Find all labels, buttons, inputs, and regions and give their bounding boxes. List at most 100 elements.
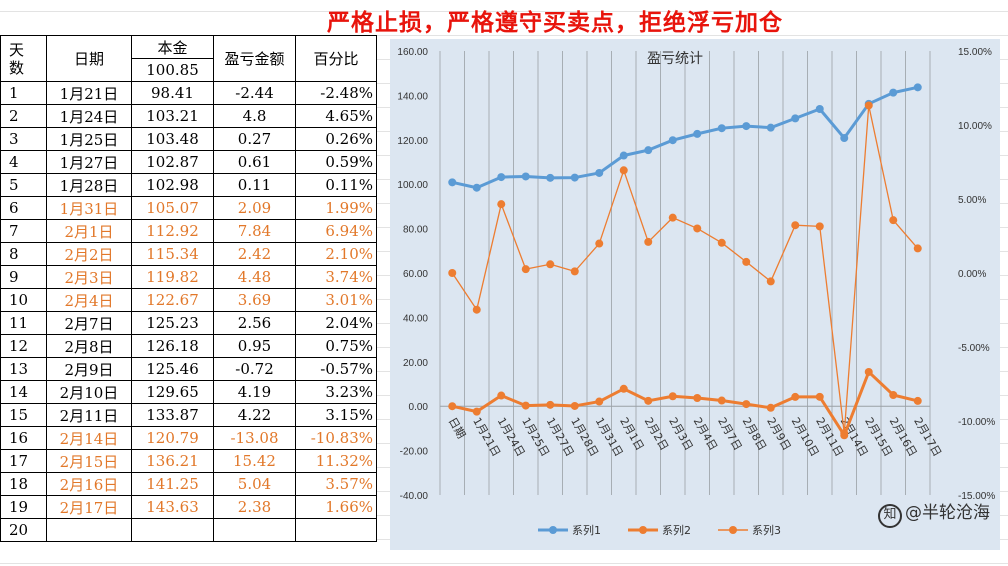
date-cell[interactable]: 1月31日 bbox=[46, 196, 132, 220]
header-day[interactable]: 天 数 bbox=[0, 35, 47, 82]
day-cell[interactable]: 1 bbox=[0, 81, 47, 105]
principal-cell[interactable]: 119.82 bbox=[131, 265, 214, 289]
principal-cell[interactable]: 98.41 bbox=[131, 81, 214, 105]
pct-cell[interactable]: -0.57% bbox=[295, 357, 377, 381]
header-pct[interactable]: 百分比 bbox=[295, 35, 377, 82]
day-cell[interactable]: 14 bbox=[0, 380, 47, 404]
principal-cell[interactable]: 102.87 bbox=[131, 150, 214, 174]
date-cell[interactable]: 2月2日 bbox=[46, 242, 132, 266]
principal-cell[interactable]: 103.21 bbox=[131, 104, 214, 128]
principal-cell[interactable]: 125.46 bbox=[131, 357, 214, 381]
date-cell[interactable]: 2月7日 bbox=[46, 311, 132, 335]
date-cell[interactable]: 2月9日 bbox=[46, 357, 132, 381]
pl-cell[interactable]: 2.09 bbox=[213, 196, 296, 220]
date-cell[interactable]: 2月17日 bbox=[46, 495, 132, 519]
principal-cell[interactable]: 122.67 bbox=[131, 288, 214, 312]
date-cell[interactable]: 2月15日 bbox=[46, 449, 132, 473]
header-principal[interactable]: 本金 bbox=[131, 35, 214, 59]
date-cell[interactable]: 2月14日 bbox=[46, 426, 132, 450]
principal-cell[interactable]: 136.21 bbox=[131, 449, 214, 473]
base-principal-cell[interactable]: 100.85 bbox=[131, 58, 214, 82]
principal-cell[interactable] bbox=[131, 518, 214, 542]
pl-cell[interactable]: 0.61 bbox=[213, 150, 296, 174]
pl-cell[interactable]: 4.8 bbox=[213, 104, 296, 128]
pl-cell[interactable]: 4.22 bbox=[213, 403, 296, 427]
day-cell[interactable]: 9 bbox=[0, 265, 47, 289]
pl-cell[interactable]: 3.69 bbox=[213, 288, 296, 312]
principal-cell[interactable]: 102.98 bbox=[131, 173, 214, 197]
day-cell[interactable]: 8 bbox=[0, 242, 47, 266]
day-cell[interactable]: 7 bbox=[0, 219, 47, 243]
day-cell[interactable]: 13 bbox=[0, 357, 47, 381]
pct-cell[interactable]: 1.66% bbox=[295, 495, 377, 519]
pl-cell[interactable]: 7.84 bbox=[213, 219, 296, 243]
pct-cell[interactable]: 4.65% bbox=[295, 104, 377, 128]
date-cell[interactable]: 1月21日 bbox=[46, 81, 132, 105]
date-cell[interactable]: 2月1日 bbox=[46, 219, 132, 243]
pl-cell[interactable]: 2.38 bbox=[213, 495, 296, 519]
date-cell[interactable]: 2月11日 bbox=[46, 403, 132, 427]
pct-cell[interactable]: 0.59% bbox=[295, 150, 377, 174]
day-cell[interactable]: 4 bbox=[0, 150, 47, 174]
pct-cell[interactable] bbox=[295, 518, 377, 542]
principal-cell[interactable]: 105.07 bbox=[131, 196, 214, 220]
pl-cell[interactable]: -13.08 bbox=[213, 426, 296, 450]
pct-cell[interactable]: 2.10% bbox=[295, 242, 377, 266]
principal-cell[interactable]: 141.25 bbox=[131, 472, 214, 496]
date-cell[interactable]: 1月27日 bbox=[46, 150, 132, 174]
pl-cell[interactable]: 4.48 bbox=[213, 265, 296, 289]
day-cell[interactable]: 20 bbox=[0, 518, 47, 542]
principal-cell[interactable]: 125.23 bbox=[131, 311, 214, 335]
day-cell[interactable]: 16 bbox=[0, 426, 47, 450]
day-cell[interactable]: 12 bbox=[0, 334, 47, 358]
pct-cell[interactable]: 0.75% bbox=[295, 334, 377, 358]
pl-cell[interactable]: 0.95 bbox=[213, 334, 296, 358]
pl-cell[interactable]: 2.42 bbox=[213, 242, 296, 266]
principal-cell[interactable]: 120.79 bbox=[131, 426, 214, 450]
principal-cell[interactable]: 115.34 bbox=[131, 242, 214, 266]
pct-cell[interactable]: 3.74% bbox=[295, 265, 377, 289]
date-cell[interactable]: 2月10日 bbox=[46, 380, 132, 404]
pct-cell[interactable]: 2.04% bbox=[295, 311, 377, 335]
profit-loss-chart[interactable]: 160.00 140.00 120.00 100.00 80.00 60.00 40.00 2… bbox=[390, 39, 1000, 550]
pct-cell[interactable]: 0.11% bbox=[295, 173, 377, 197]
pl-cell[interactable]: 4.19 bbox=[213, 380, 296, 404]
date-cell[interactable]: 2月4日 bbox=[46, 288, 132, 312]
day-cell[interactable]: 5 bbox=[0, 173, 47, 197]
pct-cell[interactable]: 6.94% bbox=[295, 219, 377, 243]
pct-cell[interactable]: 3.15% bbox=[295, 403, 377, 427]
header-date[interactable]: 日期 bbox=[46, 35, 132, 82]
pl-cell[interactable]: 5.04 bbox=[213, 472, 296, 496]
pct-cell[interactable]: 11.32% bbox=[295, 449, 377, 473]
pl-cell[interactable]: -0.72 bbox=[213, 357, 296, 381]
principal-cell[interactable]: 129.65 bbox=[131, 380, 214, 404]
date-cell[interactable]: 1月28日 bbox=[46, 173, 132, 197]
header-pl[interactable]: 盈亏金额 bbox=[213, 35, 296, 82]
principal-cell[interactable]: 143.63 bbox=[131, 495, 214, 519]
principal-cell[interactable]: 126.18 bbox=[131, 334, 214, 358]
pct-cell[interactable]: 0.26% bbox=[295, 127, 377, 151]
day-cell[interactable]: 6 bbox=[0, 196, 47, 220]
day-cell[interactable]: 17 bbox=[0, 449, 47, 473]
principal-cell[interactable]: 112.92 bbox=[131, 219, 214, 243]
pct-cell[interactable]: 1.99% bbox=[295, 196, 377, 220]
pct-cell[interactable]: -10.83% bbox=[295, 426, 377, 450]
pl-cell[interactable]: 2.56 bbox=[213, 311, 296, 335]
pct-cell[interactable]: -2.48% bbox=[295, 81, 377, 105]
pl-cell[interactable] bbox=[213, 518, 296, 542]
date-cell[interactable]: 2月8日 bbox=[46, 334, 132, 358]
day-cell[interactable]: 3 bbox=[0, 127, 47, 151]
pl-cell[interactable]: -2.44 bbox=[213, 81, 296, 105]
pl-cell[interactable]: 15.42 bbox=[213, 449, 296, 473]
day-cell[interactable]: 11 bbox=[0, 311, 47, 335]
date-cell[interactable]: 2月3日 bbox=[46, 265, 132, 289]
pct-cell[interactable]: 3.23% bbox=[295, 380, 377, 404]
day-cell[interactable]: 18 bbox=[0, 472, 47, 496]
date-cell[interactable] bbox=[46, 518, 132, 542]
day-cell[interactable]: 15 bbox=[0, 403, 47, 427]
day-cell[interactable]: 2 bbox=[0, 104, 47, 128]
principal-cell[interactable]: 133.87 bbox=[131, 403, 214, 427]
pl-cell[interactable]: 0.11 bbox=[213, 173, 296, 197]
pct-cell[interactable]: 3.57% bbox=[295, 472, 377, 496]
pct-cell[interactable]: 3.01% bbox=[295, 288, 377, 312]
